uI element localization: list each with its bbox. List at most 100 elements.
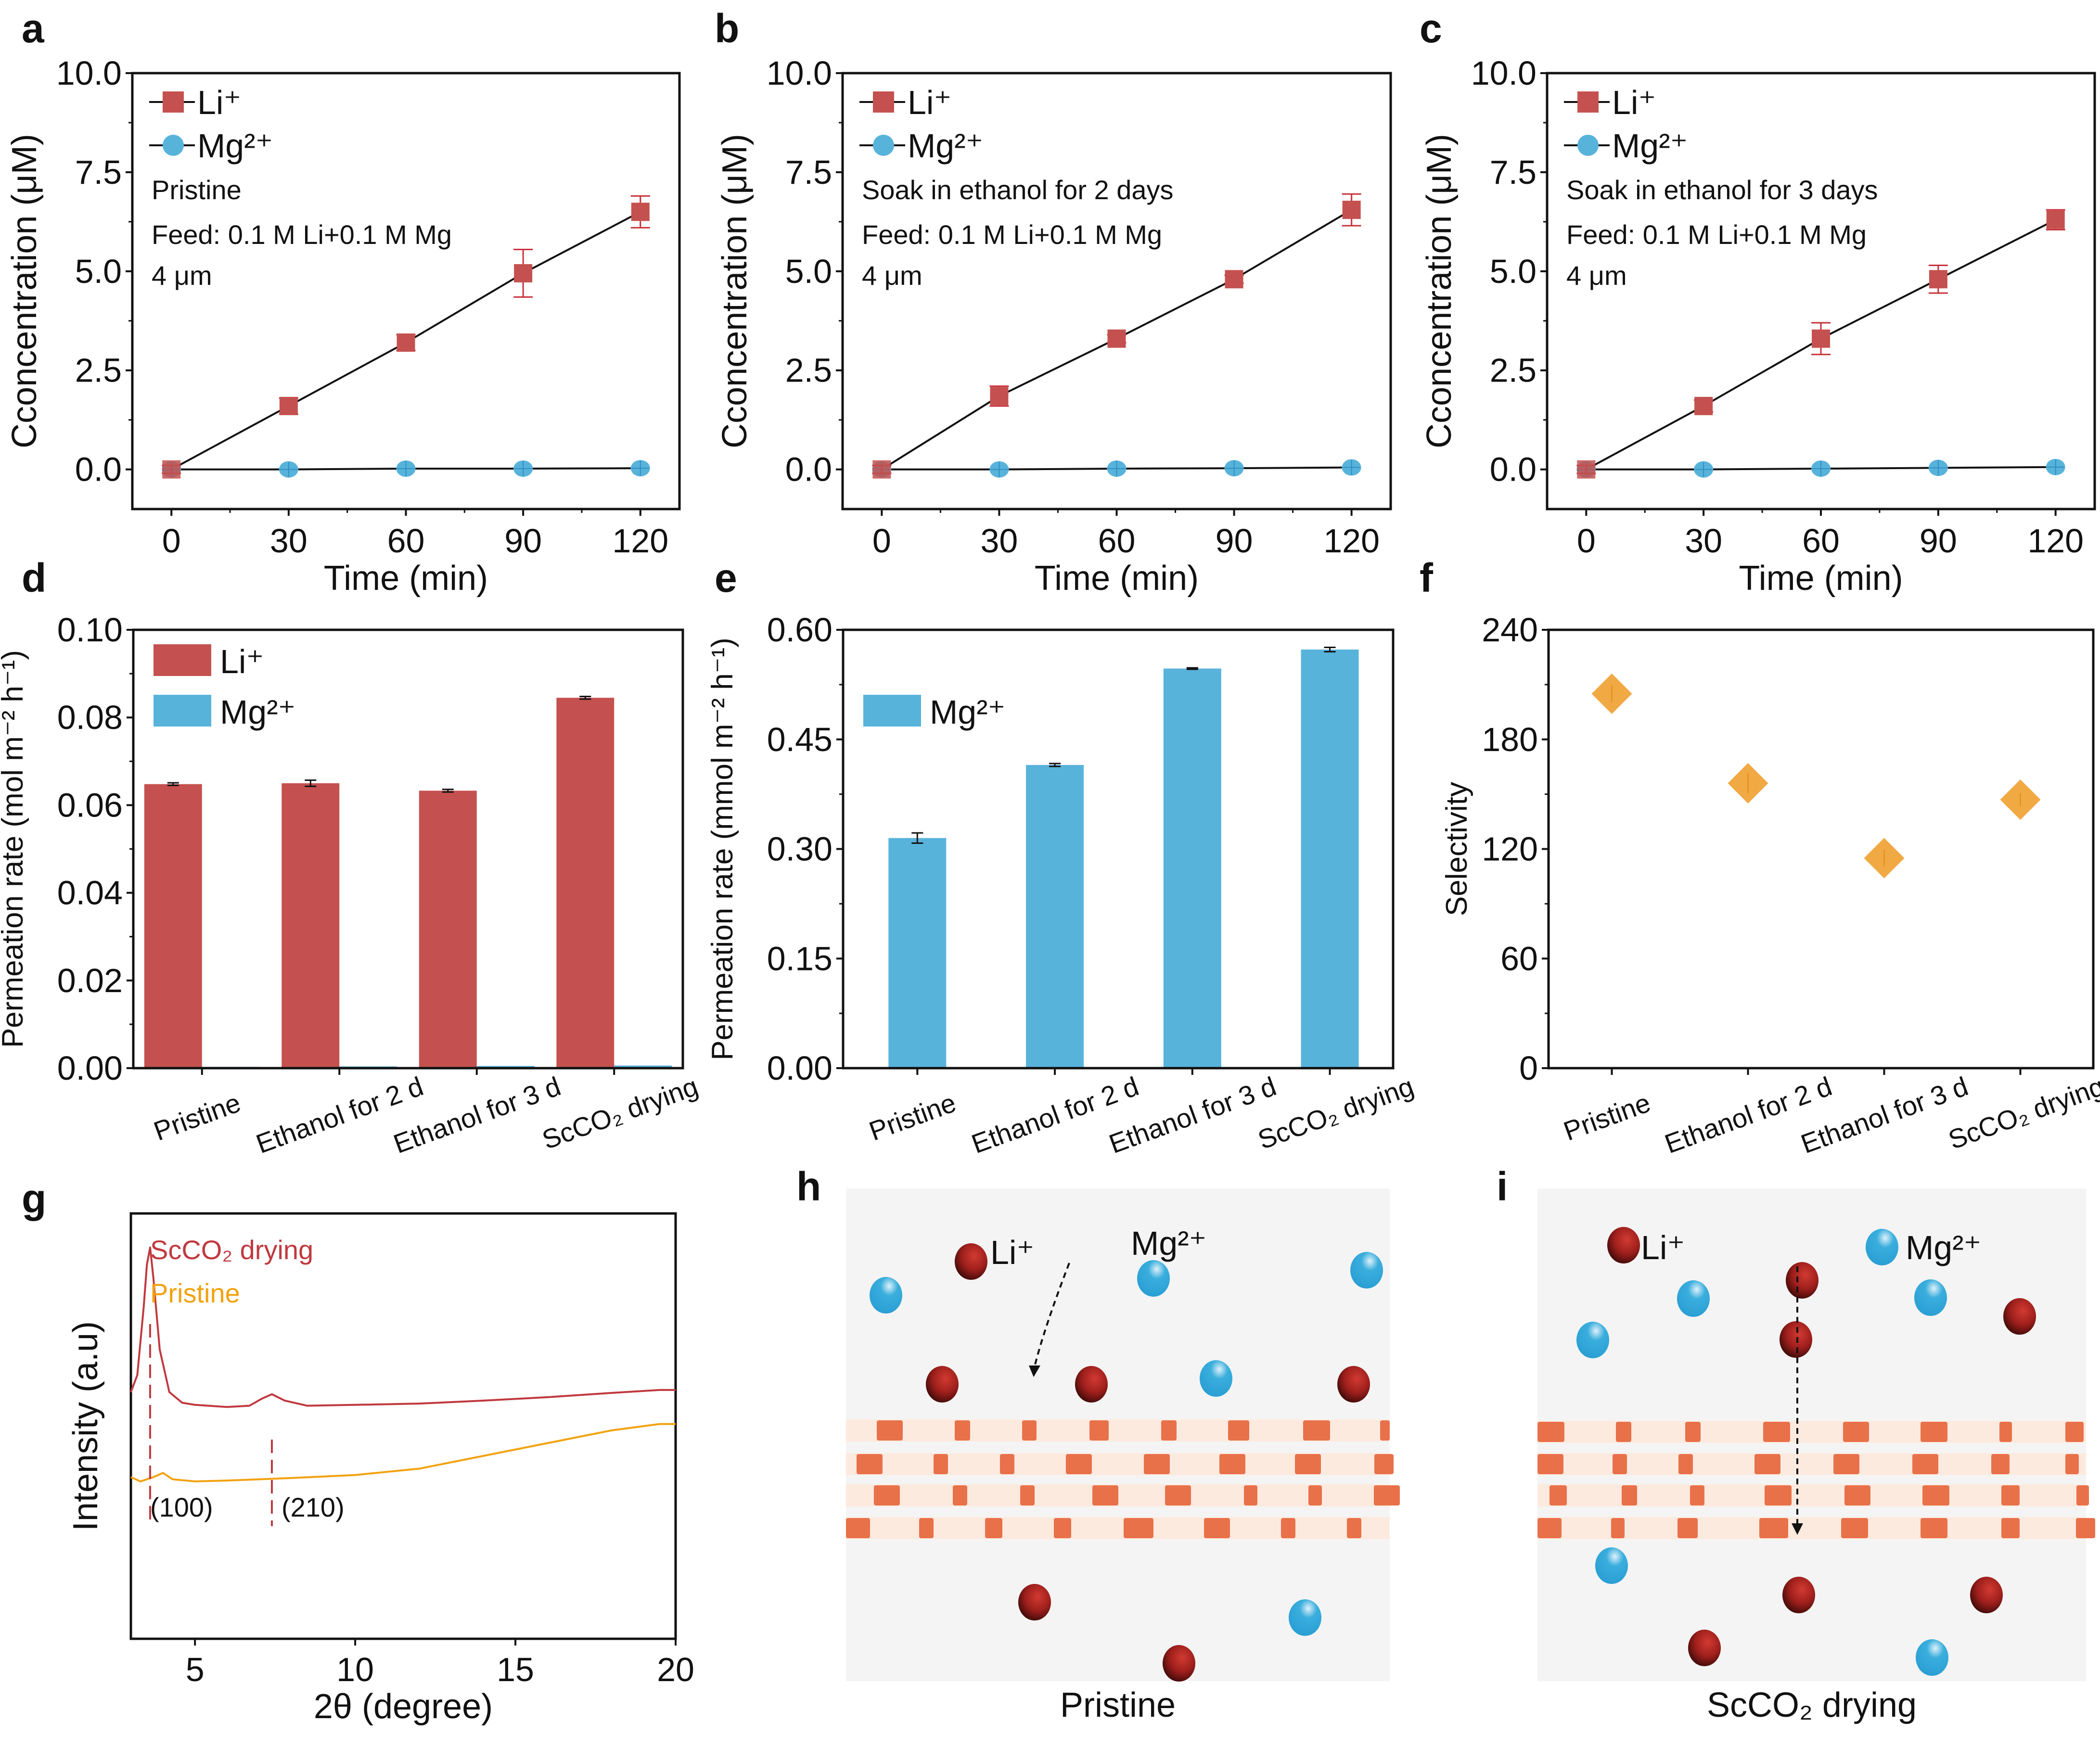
legend-label-mg: Mg²⁺: [930, 693, 1006, 731]
membrane-block: [1066, 1454, 1092, 1474]
membrane-block: [1054, 1518, 1071, 1538]
peak-label: (210): [282, 1492, 345, 1522]
y-axis-title: Cconcentration (μM): [716, 134, 754, 448]
membrane-block: [1089, 1420, 1109, 1441]
mg-ion-icon: [1916, 1639, 1948, 1676]
y-tick-label: 10.0: [56, 54, 122, 92]
legend-label-li: Li⁺: [220, 643, 264, 680]
membrane-block: [1219, 1454, 1245, 1474]
membrane-block: [846, 1518, 870, 1538]
li-data-point: [514, 264, 533, 282]
chart-b-concentration-ethanol-2d: 0.0 2.5 5.0 7.5 10.0 0 30 60 90 120 Time (min) Ccon…: [716, 54, 1392, 598]
x-axis-title: Time (min): [1035, 559, 1199, 598]
membrane-block: [2001, 1518, 2020, 1538]
schematic-h-pristine: Li⁺ Mg²⁺ Pristine: [846, 1188, 1400, 1724]
x-tick-label: 0: [872, 522, 891, 560]
y-tick-label: 5.0: [75, 253, 122, 290]
membrane-block: [1022, 1420, 1037, 1441]
membrane-block: [1165, 1485, 1191, 1506]
membrane-block: [2076, 1518, 2095, 1538]
li-ion-label-h: Li⁺: [990, 1234, 1034, 1271]
chart-a-concentration-pristine: 0.0 2.5 5.0 7.5 10.0 0 30 60 90 120 Time (min) Ccon…: [5, 54, 681, 598]
membrane-block: [1833, 1454, 1859, 1474]
membrane-block: [1020, 1485, 1035, 1506]
membrane-block: [1537, 1454, 1563, 1474]
li-data-point: [1107, 329, 1126, 348]
y-tick-label: 0.30: [767, 830, 832, 868]
ions-i: [1576, 1227, 2036, 1676]
mg-ion-icon: [1289, 1599, 1321, 1636]
membrane-block: [1611, 1518, 1625, 1538]
legend-marker-mg: [1577, 135, 1599, 156]
membrane-block: [1124, 1518, 1153, 1538]
x-tick-label: 60: [1802, 522, 1840, 560]
y-axis-title: Intensity (a.u): [66, 1321, 105, 1531]
membrane-block: [1622, 1485, 1637, 1506]
membrane-block: [877, 1420, 903, 1441]
legend-marker-li: [873, 91, 894, 113]
li-ion-icon: [1782, 1577, 1815, 1613]
membrane-block: [1244, 1485, 1257, 1506]
membrane-block: [1295, 1454, 1321, 1474]
annotation-text: Soak in ethanol for 3 days: [1566, 175, 1878, 205]
membrane-block: [1537, 1422, 1564, 1442]
legend-swatch-mg: [863, 695, 921, 727]
y-tick-label: 0.06: [57, 786, 123, 824]
membrane-block: [1374, 1454, 1394, 1474]
mg-ion-icon: [870, 1277, 902, 1314]
legend-label-mg: Mg²⁺: [1612, 127, 1688, 165]
x-tick-label: 10: [336, 1651, 374, 1688]
membrane-block: [1537, 1518, 1562, 1538]
chart-c-concentration-ethanol-3d: 0.0 2.5 5.0 7.5 10.0 0 30 60 90 120 Time (min) Ccon…: [1420, 54, 2096, 598]
y-tick-label: 120: [1482, 830, 1538, 868]
membrane-layers-i: [1537, 1421, 2095, 1539]
li-data-point: [1342, 201, 1361, 219]
membrane-block: [1765, 1485, 1792, 1506]
li-data-point: [872, 460, 891, 479]
li-data-point: [279, 396, 298, 415]
y-axis-title: Selectivity: [1440, 782, 1473, 916]
li-data-point: [631, 203, 650, 221]
membrane-block: [1844, 1485, 1870, 1506]
mg-ion-icon: [1200, 1360, 1232, 1397]
legend-label-scco2: ScCO₂ drying: [150, 1235, 313, 1265]
membrane-block: [1374, 1485, 1400, 1506]
ions-h: [870, 1243, 1383, 1682]
legend-marker-mg: [873, 135, 894, 156]
li-ion-icon: [1075, 1366, 1108, 1403]
membrane-block: [1991, 1454, 2010, 1474]
y-tick-label: 0.00: [767, 1049, 832, 1087]
membrane-block: [1549, 1485, 1567, 1506]
membrane-block: [1161, 1420, 1177, 1441]
mg-bar: [1163, 668, 1221, 1068]
li-data-point: [990, 387, 1009, 406]
mg-ion-icon: [1576, 1322, 1609, 1358]
xrd-line-pristine: [130, 1423, 676, 1482]
membrane-block: [1690, 1485, 1704, 1506]
membrane-band: [846, 1517, 1390, 1539]
membrane-block: [1228, 1420, 1249, 1441]
membrane-block: [2065, 1454, 2079, 1474]
y-tick-label: 2.5: [785, 352, 832, 389]
membrane-block: [2001, 1485, 2020, 1506]
li-data-point: [1577, 460, 1596, 479]
membrane-block: [1144, 1454, 1170, 1474]
membrane-block: [1308, 1485, 1322, 1506]
legend-label-li: Li⁺: [1612, 84, 1656, 121]
mg-ion-label-h: Mg²⁺: [1131, 1225, 1207, 1262]
membrane-block: [1616, 1422, 1631, 1442]
x-tick-label: 90: [1216, 522, 1253, 560]
mg-ion-label-i: Mg²⁺: [1906, 1229, 1982, 1266]
y-tick-label: 0.0: [785, 451, 832, 488]
y-tick-label: 240: [1482, 611, 1538, 649]
schematic-i-scco2: Li⁺ Mg²⁺ ScCO₂ drying: [1537, 1188, 2095, 1724]
y-tick-label: 5.0: [1490, 253, 1537, 290]
membrane-block: [953, 1485, 967, 1506]
mg-ion-icon: [1914, 1279, 1947, 1316]
panel-letter-c: c: [1420, 6, 1442, 51]
membrane-block: [1678, 1454, 1693, 1474]
panel-letter-i: i: [1497, 1164, 1508, 1209]
membrane-block: [1281, 1518, 1295, 1538]
x-tick-label: 120: [2027, 522, 2084, 560]
annotation-text: Feed: 0.1 M Li+0.1 M Mg: [1566, 219, 1867, 250]
